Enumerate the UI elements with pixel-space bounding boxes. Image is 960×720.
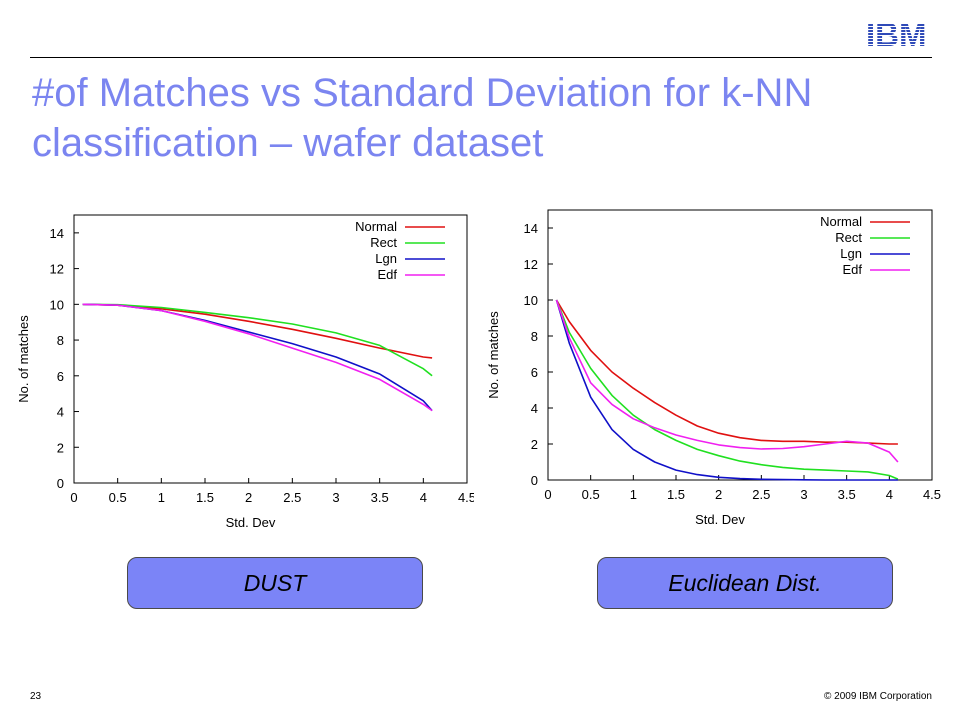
y-tick-label: 0 — [531, 473, 538, 488]
y-tick-label: 8 — [531, 329, 538, 344]
series-line-normal — [82, 303, 433, 359]
x-tick-label: 3.5 — [371, 490, 389, 505]
x-tick-label: 4.5 — [923, 487, 941, 502]
x-tick-label: 0.5 — [109, 490, 127, 505]
slide-title: #of Matches vs Standard Deviation for k-… — [32, 71, 813, 165]
y-tick-label: 10 — [50, 297, 64, 312]
svg-text:IBM: IBM — [866, 18, 927, 50]
chart-euclidean: 0 0.5 1 1.5 2 2.5 3 3.5 4 4.5 0 2 4 6 8 10 12 14 Std. Dev N… — [484, 195, 944, 540]
x-tick-label: 3 — [800, 487, 807, 502]
x-tick-label: 2.5 — [283, 490, 301, 505]
x-tick-label: 4 — [420, 490, 427, 505]
x-tick-label: 1 — [630, 487, 637, 502]
x-tick-label: 2.5 — [752, 487, 770, 502]
x-tick-label: 1.5 — [196, 490, 214, 505]
series-line-lgn — [82, 303, 433, 412]
y-tick-label: 6 — [531, 365, 538, 380]
series-line-rect — [82, 303, 433, 377]
series-line-rect — [555, 299, 899, 480]
y-tick-label: 0 — [57, 476, 64, 491]
x-tick-label: 3 — [332, 490, 339, 505]
y-tick-label: 10 — [524, 293, 538, 308]
x-tick-label: 0.5 — [582, 487, 600, 502]
y-tick-label: 14 — [524, 221, 538, 236]
x-tick-label: 2 — [715, 487, 722, 502]
y-tick-label: 4 — [57, 405, 64, 420]
legend-label: Rect — [835, 230, 862, 245]
legend-label: Normal — [355, 219, 397, 234]
series-line-edf — [555, 299, 899, 463]
x-tick-label: 1.5 — [667, 487, 685, 502]
series-line-lgn — [555, 299, 898, 481]
plot-frame — [547, 209, 933, 481]
y-tick-label: 6 — [57, 369, 64, 384]
y-axis-label: No. of matches — [16, 315, 31, 403]
legend-label: Normal — [820, 214, 862, 229]
x-tick-label: 4 — [886, 487, 893, 502]
euclidean-label-box: Euclidean Dist. — [597, 557, 893, 609]
ibm-logo: IBM — [866, 18, 927, 50]
y-tick-label: 14 — [50, 226, 64, 241]
y-tick-label: 2 — [57, 440, 64, 455]
y-tick-label: 8 — [57, 333, 64, 348]
chart-dust: 0 0.5 1 1.5 2 2.5 3 3.5 4 4.5 0 2 4 6 8 10 12 14 Std. Dev N… — [14, 195, 476, 540]
x-tick-label: 0 — [70, 490, 77, 505]
x-axis-label: Std. Dev — [226, 515, 276, 530]
dust-label-box: DUST — [127, 557, 423, 609]
series-line-edf — [82, 303, 433, 412]
y-axis-label: No. of matches — [486, 311, 501, 399]
y-tick-label: 12 — [50, 262, 64, 277]
legend-label: Edf — [842, 262, 862, 277]
x-tick-label: 0 — [544, 487, 551, 502]
legend-label: Lgn — [840, 246, 862, 261]
plot-frame — [73, 214, 468, 484]
legend-label: Lgn — [375, 251, 397, 266]
header-rule — [30, 57, 932, 58]
x-tick-label: 2 — [245, 490, 252, 505]
legend-label: Rect — [370, 235, 397, 250]
legend-label: Edf — [377, 267, 397, 282]
x-tick-label: 1 — [158, 490, 165, 505]
x-axis-label: Std. Dev — [695, 512, 745, 527]
x-tick-label: 4.5 — [458, 490, 474, 505]
page-number: 23 — [30, 691, 42, 702]
y-tick-label: 12 — [524, 257, 538, 272]
x-tick-label: 3.5 — [838, 487, 856, 502]
y-tick-label: 2 — [531, 437, 538, 452]
copyright-notice: © 2009 IBM Corporation — [824, 691, 932, 702]
y-tick-label: 4 — [531, 401, 538, 416]
